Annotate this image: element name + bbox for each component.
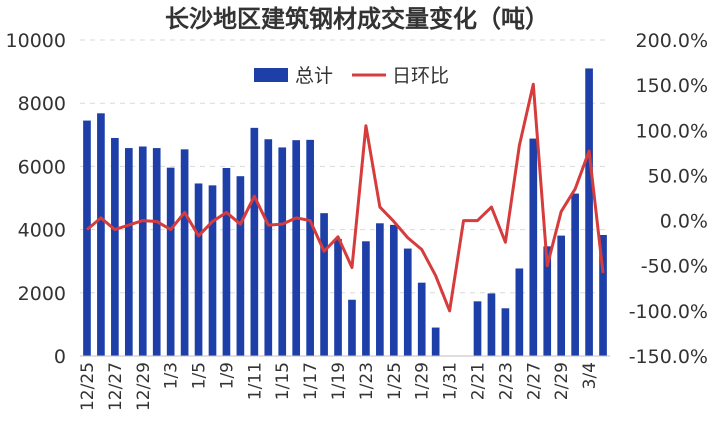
bar — [208, 185, 217, 356]
right-tick-label: 150.0% — [636, 75, 708, 97]
x-tick-label: 2/27 — [524, 362, 544, 400]
right-tick-label: 50.0% — [648, 165, 708, 187]
x-tick-label: 1/31 — [441, 362, 461, 400]
bar — [152, 148, 161, 356]
bar — [417, 282, 426, 356]
x-tick-label: 1/15 — [273, 362, 293, 400]
bar — [180, 149, 189, 356]
bar — [599, 234, 607, 356]
x-tick-label: 1/17 — [301, 362, 321, 400]
x-tick-label: 12/25 — [78, 362, 98, 411]
bar — [571, 193, 579, 356]
right-tick-label: -100.0% — [629, 301, 708, 323]
bar — [236, 176, 245, 356]
bar — [111, 137, 119, 356]
left-tick-label: 6000 — [18, 156, 66, 178]
bar — [306, 139, 314, 356]
bar — [543, 246, 552, 356]
x-tick-label: 1/5 — [190, 362, 210, 389]
x-tick-label: 1/9 — [217, 362, 237, 389]
line-path — [86, 82, 605, 313]
bar — [389, 224, 398, 356]
right-tick-label: -150.0% — [629, 346, 708, 368]
bar — [403, 248, 412, 356]
bar-series — [83, 68, 607, 357]
bar — [348, 299, 356, 356]
x-tick-label: 1/11 — [245, 362, 265, 400]
chart-title: 长沙地区建筑钢材成交量变化（吨） — [165, 5, 549, 33]
legend-label-line: 日环比 — [392, 65, 449, 87]
right-tick-label: 200.0% — [636, 30, 708, 52]
bar — [222, 167, 231, 356]
x-axis: 12/25 12/27 12/29 1/3 1/5 1/9 1/11 1/15 1/17 1/19… — [78, 355, 610, 411]
bar — [166, 167, 175, 356]
x-tick-label: 1/29 — [413, 362, 433, 400]
x-tick-label: 12/27 — [106, 362, 126, 411]
bar — [292, 140, 301, 356]
legend-swatch-bar — [254, 68, 288, 82]
x-tick-label: 12/29 — [134, 362, 154, 411]
right-axis: -150.0% -100.0% -50.0% 0.0% 50.0% 100.0% 150.0… — [629, 30, 708, 368]
bar — [250, 127, 259, 357]
bar — [83, 120, 91, 356]
right-tick-label: 0.0% — [660, 211, 708, 233]
right-tick-label: -50.0% — [641, 256, 708, 278]
left-tick-label: 2000 — [18, 283, 66, 305]
x-tick-label: 2/21 — [469, 362, 489, 400]
bar — [264, 139, 273, 356]
left-tick-label: 0 — [54, 346, 66, 368]
right-tick-label: 100.0% — [636, 120, 708, 142]
bar — [557, 235, 566, 356]
x-tick-label: 2/29 — [552, 362, 572, 400]
bar — [473, 301, 482, 356]
bar — [431, 327, 440, 356]
bar — [138, 146, 147, 356]
x-tick-label: 2/23 — [496, 362, 516, 400]
left-tick-label: 4000 — [18, 220, 66, 242]
bar — [278, 147, 287, 356]
left-axis: 0 2000 4000 6000 8000 10000 — [6, 30, 66, 368]
legend-label-bar: 总计 — [295, 65, 333, 87]
bar — [376, 223, 384, 356]
x-tick-label: 1/23 — [357, 362, 377, 400]
bar — [529, 138, 538, 356]
left-tick-label: 8000 — [18, 93, 66, 115]
bar — [501, 308, 510, 356]
x-tick-label: 1/19 — [329, 362, 349, 400]
bar — [487, 293, 496, 356]
bar — [124, 148, 133, 356]
bar — [585, 68, 593, 356]
x-tick-label: 1/25 — [385, 362, 405, 400]
bar — [515, 268, 524, 356]
legend: 总计 日环比 — [254, 65, 449, 87]
x-tick-label: 3/4 — [580, 362, 600, 389]
bar — [334, 239, 342, 356]
line-series — [86, 82, 605, 313]
bar — [97, 113, 105, 356]
bar — [194, 183, 203, 356]
bar — [320, 213, 328, 356]
left-tick-label: 10000 — [6, 30, 66, 52]
bar — [362, 241, 370, 356]
x-tick-label: 1/3 — [162, 362, 182, 389]
